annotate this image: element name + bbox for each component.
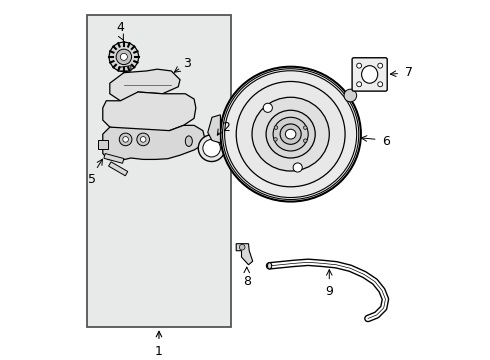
Ellipse shape [266,110,315,158]
Circle shape [378,82,383,87]
Polygon shape [104,153,124,163]
Ellipse shape [224,71,357,198]
Ellipse shape [268,263,271,269]
Text: 8: 8 [243,275,251,288]
Ellipse shape [362,66,378,83]
Bar [98,140,108,149]
Text: 7: 7 [405,66,413,79]
Text: 3: 3 [184,57,192,71]
Text: 9: 9 [325,285,333,298]
Circle shape [293,163,302,172]
Circle shape [303,139,307,143]
Circle shape [121,53,127,60]
Text: 2: 2 [222,121,230,134]
Polygon shape [103,92,196,132]
Text: 6: 6 [382,135,390,148]
Circle shape [263,103,272,112]
Bar [87,15,231,327]
Polygon shape [119,66,131,71]
Circle shape [198,135,225,162]
Circle shape [378,63,383,68]
Ellipse shape [273,117,308,151]
Circle shape [203,139,220,157]
Ellipse shape [222,69,359,199]
FancyBboxPatch shape [352,58,387,91]
Circle shape [240,244,245,250]
Circle shape [274,138,277,141]
Circle shape [357,82,362,87]
Polygon shape [110,69,180,101]
Text: 4: 4 [117,21,124,34]
Circle shape [274,126,278,129]
Circle shape [119,133,132,146]
Ellipse shape [185,136,193,147]
Ellipse shape [280,124,301,144]
Ellipse shape [220,67,361,202]
Ellipse shape [285,129,296,139]
Circle shape [116,49,132,64]
Text: 1: 1 [155,345,163,358]
Circle shape [109,42,139,72]
Circle shape [137,133,149,146]
Polygon shape [103,125,205,161]
Circle shape [303,126,307,129]
Polygon shape [208,115,220,143]
Circle shape [357,63,362,68]
Circle shape [344,89,357,102]
Circle shape [140,136,146,142]
Circle shape [123,136,128,142]
Text: 5: 5 [88,174,96,186]
Ellipse shape [252,97,329,171]
Polygon shape [236,244,253,265]
Polygon shape [109,162,128,176]
Ellipse shape [236,81,345,187]
